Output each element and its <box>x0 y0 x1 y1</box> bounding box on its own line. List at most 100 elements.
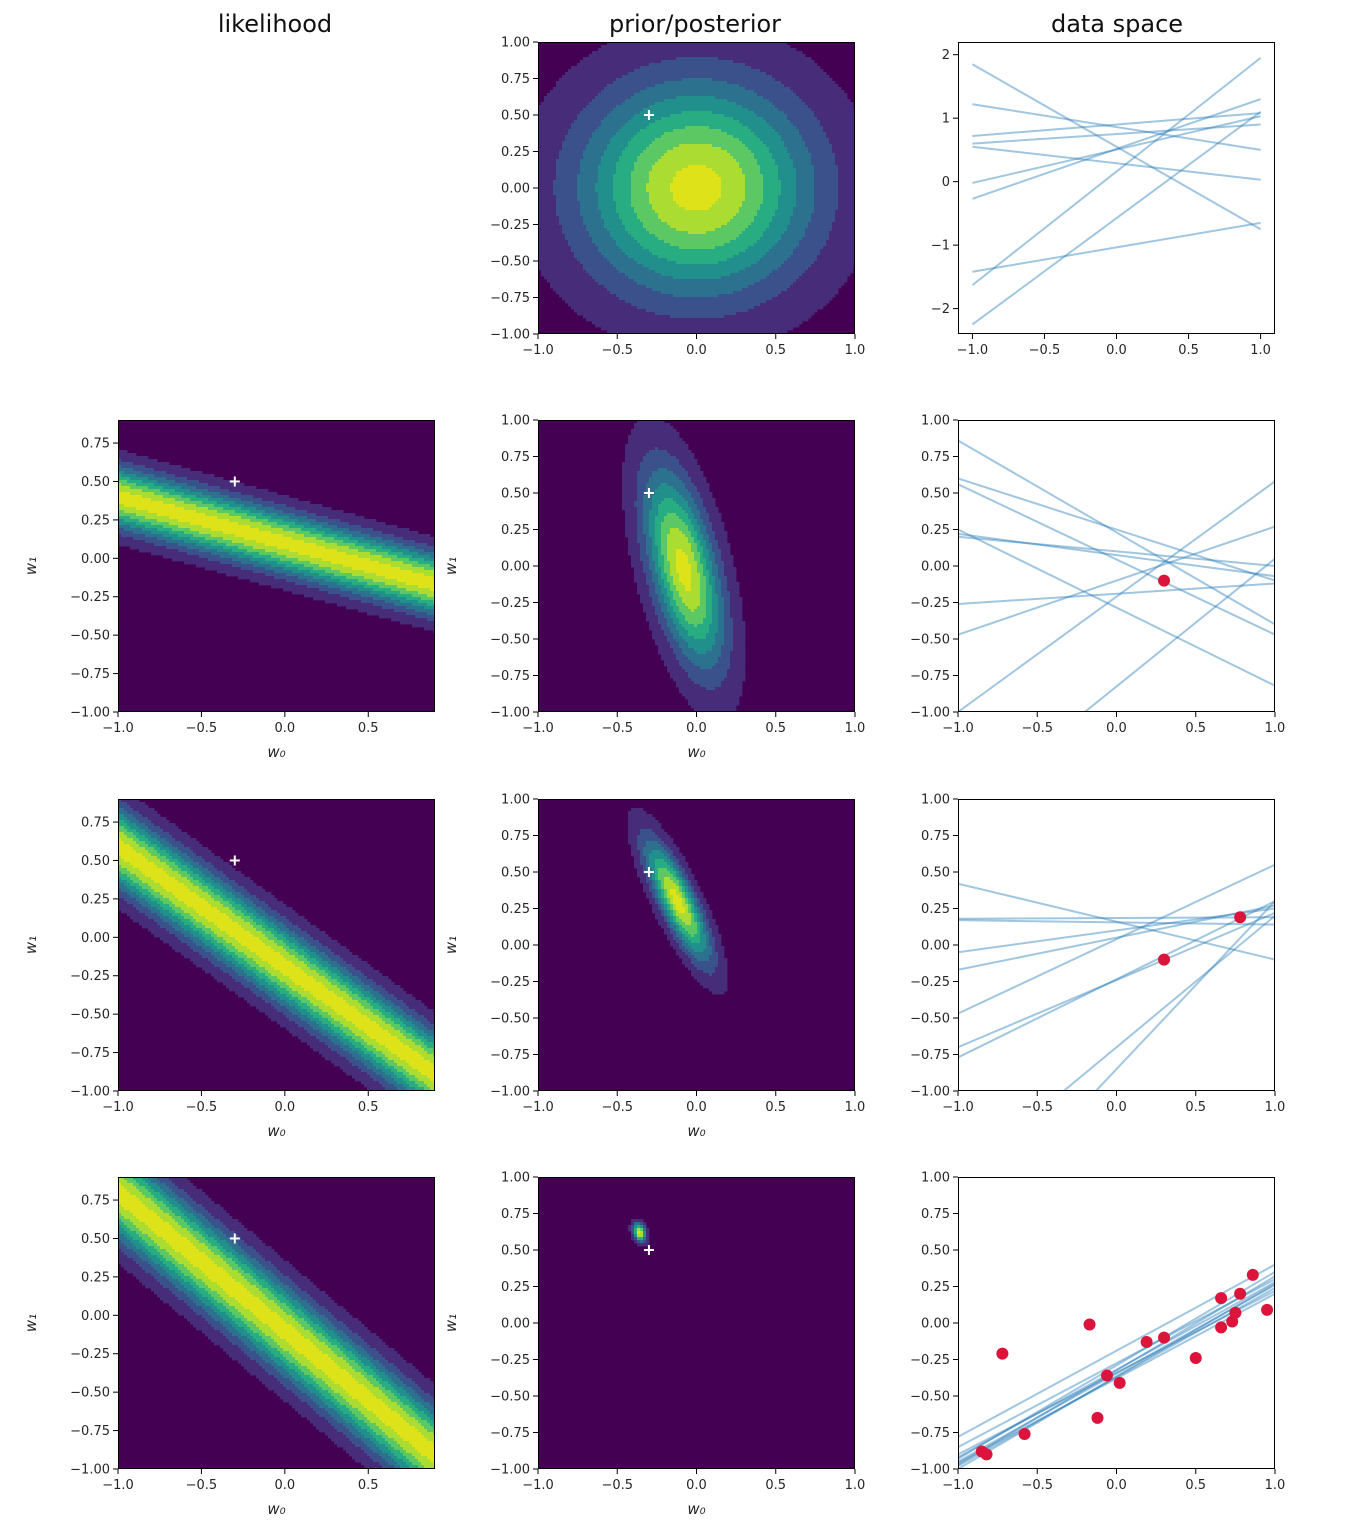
contour-cell <box>628 180 632 184</box>
contour-cell <box>703 132 707 136</box>
contour-cell <box>613 165 617 169</box>
contour-cell <box>715 159 719 163</box>
contour-cell <box>826 114 830 118</box>
contour-cell <box>655 171 659 175</box>
contour-cell <box>685 153 689 157</box>
contour-cell <box>691 144 695 148</box>
contour-cell <box>751 84 755 88</box>
contour-cell <box>652 105 656 109</box>
contour-cell <box>739 186 743 190</box>
contour-cell <box>586 156 590 160</box>
contour-cell <box>766 135 770 139</box>
contour-cell <box>661 84 665 88</box>
contour-cell <box>748 99 752 103</box>
contour-cell <box>616 132 620 136</box>
contour-cell <box>703 165 707 169</box>
contour-cell <box>796 111 800 115</box>
contour-cell <box>661 72 665 76</box>
contour-cell <box>766 54 770 58</box>
contour-cell <box>607 57 611 61</box>
contour-cell <box>724 111 728 115</box>
contour-cell <box>784 192 788 196</box>
contour-cell <box>619 93 623 97</box>
contour-cell <box>616 126 620 130</box>
contour-cell <box>835 180 839 184</box>
contour-cell <box>700 75 704 79</box>
contour-cell <box>805 84 809 88</box>
contour-cell <box>559 180 563 184</box>
contour-cell <box>667 168 671 172</box>
contour-cell <box>616 180 620 184</box>
contour-cell <box>772 69 776 73</box>
contour-cell <box>802 129 806 133</box>
contour-cell <box>733 69 737 73</box>
contour-cell <box>679 54 683 58</box>
contour-cell <box>793 72 797 76</box>
contour-cell <box>658 111 662 115</box>
contour-cell <box>730 192 734 196</box>
contour-cell <box>598 183 602 187</box>
contour-cell <box>703 138 707 142</box>
contour-cell <box>658 57 662 61</box>
contour-cell <box>682 165 686 169</box>
contour-cell <box>601 180 605 184</box>
contour-cell <box>589 150 593 154</box>
contour-cell <box>544 114 548 118</box>
contour-cell <box>592 174 596 178</box>
contour-cell <box>838 99 842 103</box>
contour-cell <box>550 93 554 97</box>
contour-cell <box>670 84 674 88</box>
contour-cell <box>829 168 833 172</box>
contour-cell <box>679 117 683 121</box>
contour-cell <box>619 81 623 85</box>
contour-cell <box>724 117 728 121</box>
contour-cell <box>781 45 785 49</box>
contour-cell <box>655 168 659 172</box>
contour-cell <box>667 117 671 121</box>
contour-cell <box>790 69 794 73</box>
contour-cell <box>808 171 812 175</box>
contour-cell <box>745 177 749 181</box>
contour-cell <box>553 90 557 94</box>
contour-cell <box>739 126 743 130</box>
contour-cell <box>613 183 617 187</box>
contour-cell <box>811 144 815 148</box>
contour-cell <box>625 123 629 127</box>
contour-cell <box>541 183 545 187</box>
contour-cell <box>730 138 734 142</box>
contour-cell <box>679 96 683 100</box>
contour-cell <box>760 87 764 91</box>
contour-cell <box>841 177 845 181</box>
contour-cell <box>574 159 578 163</box>
contour-cell <box>637 192 641 196</box>
contour-cell <box>643 42 647 46</box>
contour-cell <box>712 63 716 67</box>
contour-cell <box>568 123 572 127</box>
contour-cell <box>616 174 620 178</box>
contour-cell <box>649 186 653 190</box>
contour-cell <box>580 153 584 157</box>
contour-cell <box>592 84 596 88</box>
contour-cell <box>595 183 599 187</box>
contour-cell <box>736 66 740 70</box>
contour-cell <box>838 90 842 94</box>
contour-cell <box>784 129 788 133</box>
contour-cell <box>748 87 752 91</box>
contour-cell <box>784 159 788 163</box>
contour-cell <box>640 84 644 88</box>
contour-cell <box>844 96 848 100</box>
contour-cell <box>742 93 746 97</box>
contour-cell <box>727 159 731 163</box>
contour-cell <box>565 195 569 199</box>
contour-cell <box>787 147 791 151</box>
contour-cell <box>715 156 719 160</box>
contour-cell <box>706 162 710 166</box>
contour-cell <box>784 105 788 109</box>
contour-cell <box>847 162 851 166</box>
contour-cell <box>610 171 614 175</box>
contour-cell <box>766 96 770 100</box>
contour-cell <box>823 159 827 163</box>
contour-cell <box>829 165 833 169</box>
contour-cell <box>628 45 632 49</box>
contour-cell <box>775 66 779 70</box>
